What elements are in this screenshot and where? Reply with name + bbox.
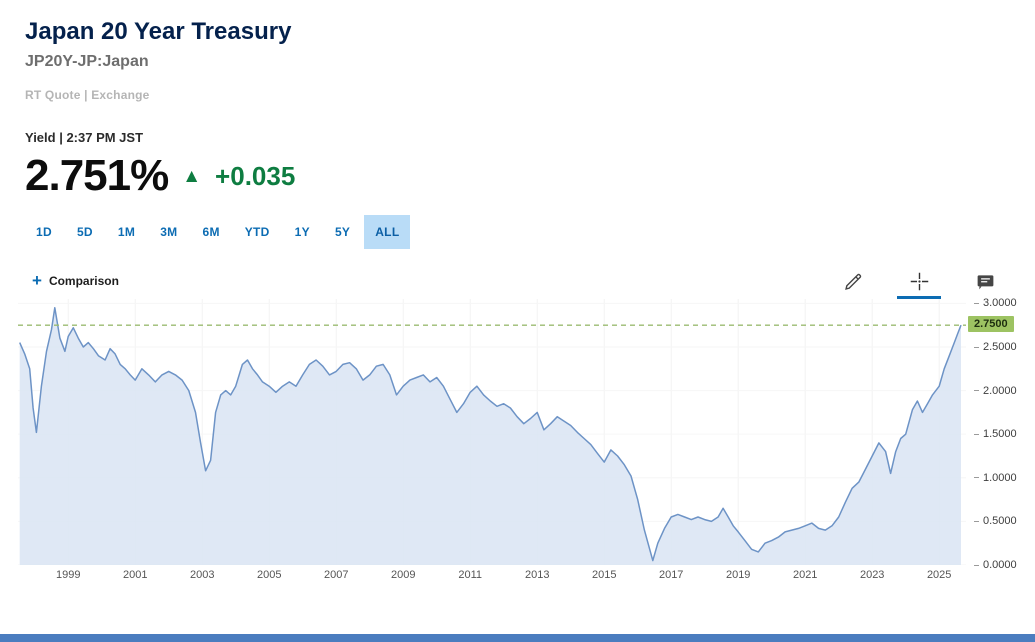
x-axis-label: 2023 [859, 569, 885, 581]
chart-region: + Comparison [0, 263, 1035, 599]
y-axis-label: 0.5000 [974, 515, 1017, 527]
yield-area-chart[interactable] [18, 299, 966, 565]
plus-icon: + [32, 271, 42, 290]
current-value-badge: 2.7500 [968, 316, 1014, 333]
x-axis-label: 2005 [256, 569, 282, 581]
range-tabs: 1D 5D 1M 3M 6M YTD 1Y 5Y ALL [25, 215, 1010, 249]
crosshair-icon[interactable] [897, 265, 941, 299]
y-axis: 2.7500 3.0000 2.5000 2.0000 1.5000 1.0000 0.5… [968, 297, 1032, 571]
page-title: Japan 20 Year Treasury [25, 18, 292, 45]
annotate-icon[interactable] [963, 265, 1007, 297]
range-tab-5d[interactable]: 5D [66, 215, 104, 249]
x-axis-label: 2011 [458, 569, 483, 581]
range-tab-6m[interactable]: 6M [191, 215, 230, 249]
comparison-label: Comparison [48, 273, 119, 288]
range-tab-1m[interactable]: 1M [107, 215, 146, 249]
x-axis-label: 2019 [725, 569, 751, 581]
x-axis-label: 2003 [189, 569, 215, 581]
y-axis-label: 1.5000 [974, 428, 1017, 440]
range-tab-ytd[interactable]: YTD [234, 215, 281, 249]
area-fill [19, 307, 961, 565]
x-axis-label: 2001 [122, 569, 148, 581]
chart-toolbar: + Comparison [0, 263, 1035, 299]
x-axis-label: 2007 [323, 569, 349, 581]
range-tab-5y[interactable]: 5Y [324, 215, 361, 249]
range-tab-all[interactable]: ALL [364, 215, 411, 249]
x-axis-label: 2021 [792, 569, 818, 581]
x-axis-label: 2017 [658, 569, 684, 581]
x-axis-label: 2009 [390, 569, 416, 581]
x-axis-label: 1999 [55, 569, 81, 581]
quote-header: Japan 20 Year Treasury JP20Y-JP:Japan RT… [0, 0, 1035, 249]
chart-tools [831, 265, 1007, 299]
add-comparison-button[interactable]: + Comparison [32, 272, 119, 289]
range-tab-1d[interactable]: 1D [25, 215, 63, 249]
draw-icon[interactable] [831, 265, 875, 297]
y-axis-label: 1.0000 [974, 472, 1017, 484]
range-tab-3m[interactable]: 3M [149, 215, 188, 249]
range-tab-1y[interactable]: 1Y [284, 215, 321, 249]
yield-line [19, 306, 962, 562]
yield-timestamp-label: Yield | 2:37 PM JST [25, 130, 144, 145]
price-row: 2.751% ▲ +0.035 [25, 151, 1010, 201]
quote-source-meta: RT Quote | Exchange [25, 88, 150, 102]
change-value: +0.035 [215, 160, 296, 191]
ticker-symbol: JP20Y-JP:Japan [25, 53, 149, 70]
range-navigator-scrollbar[interactable] [0, 634, 1035, 642]
current-yield-value: 2.751% [25, 151, 169, 200]
y-axis-label: 3.0000 [974, 297, 1017, 309]
x-axis-label: 2025 [926, 569, 952, 581]
y-axis-label: 2.0000 [974, 385, 1017, 397]
y-axis-label: 2.5000 [974, 341, 1017, 353]
up-arrow-icon: ▲ [182, 165, 202, 187]
y-axis-label: 0.0000 [974, 559, 1017, 571]
x-axis-label: 2013 [524, 569, 550, 581]
x-axis: 1999 2001 2003 2005 2007 2009 2011 2013 2015 2017… [18, 569, 966, 587]
x-axis-label: 2015 [591, 569, 617, 581]
